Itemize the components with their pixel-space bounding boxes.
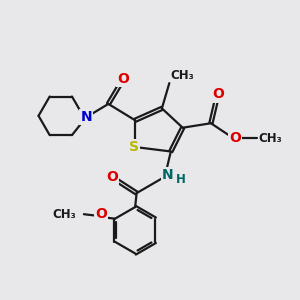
- Text: O: O: [117, 72, 129, 86]
- Text: H: H: [176, 172, 185, 186]
- Text: CH₃: CH₃: [259, 132, 282, 145]
- Text: CH₃: CH₃: [171, 69, 195, 82]
- Text: N: N: [80, 110, 92, 124]
- Text: N: N: [162, 168, 174, 182]
- Text: O: O: [106, 170, 118, 184]
- Text: O: O: [212, 87, 224, 101]
- Text: O: O: [229, 131, 241, 145]
- Text: O: O: [95, 207, 107, 221]
- Text: S: S: [129, 140, 139, 154]
- Text: CH₃: CH₃: [53, 208, 76, 221]
